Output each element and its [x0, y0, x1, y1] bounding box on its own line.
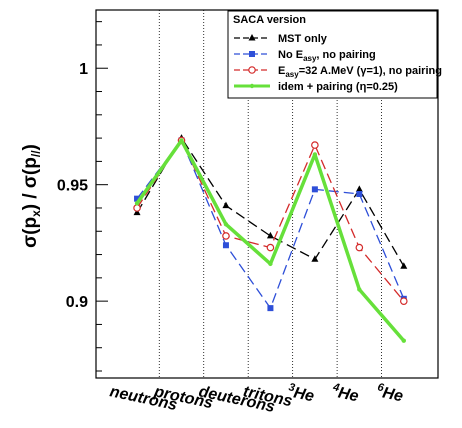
data-point-triangle [248, 34, 256, 41]
data-point-circle [266, 243, 275, 252]
data-point-triangle [222, 201, 230, 209]
data-point-circle [355, 243, 364, 252]
data-point-circle [399, 297, 408, 305]
data-point-circle [133, 204, 141, 212]
plot-area-border [95, 9, 439, 379]
data-point-dot [223, 222, 229, 227]
data-point-triangle [355, 185, 363, 192]
data-point-square [267, 305, 274, 312]
data-point-dot [249, 83, 255, 89]
data-point-circle [248, 66, 256, 74]
data-point-triangle [266, 231, 274, 239]
data-point-dot [268, 261, 273, 267]
plot-frame [95, 9, 439, 379]
data-point-dot [312, 152, 318, 157]
data-point-triangle [133, 208, 141, 216]
legend-entry: Easy=32 A.MeV (γ=1), no pairing [278, 65, 442, 79]
data-point-dot [357, 287, 362, 292]
data-point-dot [134, 201, 140, 206]
data-point-square [356, 191, 363, 197]
data-point-dot [179, 138, 184, 143]
data-point-circle [222, 232, 230, 240]
x-tick-label: 4He [330, 381, 361, 405]
x-tick-label: 6He [375, 381, 405, 405]
series-4 [134, 138, 406, 343]
series-group [133, 134, 408, 343]
data-point-dot [401, 338, 406, 343]
y-tick-label: 0.95 [57, 178, 88, 195]
series-2 [134, 137, 407, 312]
y-axis-title: σ(px) / σ(p//) [20, 144, 43, 248]
legend: SACA version MST only No Easy, no pairing E… [227, 10, 442, 99]
y-tick-label: 0.9 [66, 294, 88, 311]
data-point-square [222, 242, 229, 249]
series-3 [133, 136, 408, 305]
series-line [136, 139, 405, 302]
data-point-circle [311, 141, 319, 149]
legend-title: SACA version [233, 14, 306, 26]
y-axis: 0.9 0.95 1 [57, 21, 108, 372]
legend-entry: MST only [278, 33, 328, 45]
data-point-square [249, 51, 255, 57]
data-point-triangle [311, 255, 319, 262]
legend-entry: idem + pairing (η=0.25) [278, 81, 398, 93]
y-tick-label: 1 [79, 61, 88, 78]
data-point-square [134, 195, 141, 202]
series-line [136, 139, 405, 309]
legend-entry: No Easy, no pairing [278, 49, 376, 63]
data-point-triangle [400, 262, 408, 269]
x-tick-label: 3He [286, 381, 316, 405]
data-point-square [311, 186, 318, 193]
